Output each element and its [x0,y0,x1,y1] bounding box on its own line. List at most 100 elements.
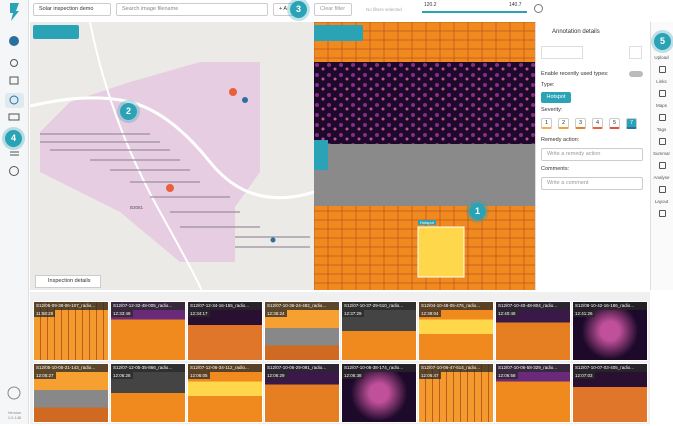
thumbnail[interactable]: S12/07-12-06-34-112_radio... 12:06:05 [187,363,263,423]
nav-label[interactable]: Tags [656,127,667,132]
thumbnail-name: S12/07-12-32-48-005_radio... [111,302,185,310]
thumbnail-time: 12:07:03 [573,372,595,379]
logo [10,3,19,21]
thumbnail-name: S12/04-10-48-05-476_radio... [419,302,493,310]
nav-icon[interactable] [659,162,666,169]
nav-icon[interactable] [8,113,20,121]
annotation-tools[interactable] [541,46,583,59]
thumbnail-name: S12/07-12-05-35-866_radio... [111,364,185,372]
thumbnail-name: S12/05-09-38-06-107_radio... [34,302,108,310]
thumbnail-time: 12:06:38 [342,372,364,379]
label: Comments: [541,166,570,172]
thumbnail[interactable]: S12/07-10-37-29-510_radio... 12:37:29 [341,301,417,361]
hotspot-box[interactable] [417,226,465,278]
thumbnail-time: 12:05:27 [34,372,56,379]
step-badge: 5 [654,33,671,50]
comments-input[interactable]: Write a comment [541,177,643,190]
thumbnail[interactable]: S12/07-12-32-48-005_radio... 12:33:48 [110,301,186,361]
nav-icon[interactable] [659,186,666,193]
thumbnail-time: 12:06:58 [496,372,518,379]
thumbnail[interactable]: S12/07-10-40-48-804_radio... 12:40:48 [495,301,571,361]
severity-button[interactable]: 7 [626,118,637,129]
help-icon[interactable] [534,4,543,13]
step-badge: 1 [469,203,486,220]
thumbnail[interactable]: S12/07-10-07-03-405_radio... 12:07:03 [572,363,648,423]
thumbnail[interactable]: S12/05-09-38-06-107_radio... 11:58:29 [33,301,109,361]
thumbnail-name: S12/07-10-37-29-510_radio... [342,302,416,310]
thumbnail[interactable]: S12/05-10-05-21-143_radio... 12:05:27 [33,363,109,423]
nav-icon[interactable] [9,76,19,85]
panel-rows [40,133,310,248]
power-icon[interactable] [7,386,21,400]
nav-label[interactable]: Maps [655,103,667,108]
image-marker[interactable] [242,97,248,103]
thumbnail[interactable]: S12/07-12-05-35-866_radio... 12:06:28 [110,363,186,423]
nav-icon[interactable] [10,59,18,67]
severity-button[interactable]: 4 [592,118,603,129]
nav-icon[interactable] [659,114,666,121]
annotation-panel: Annotation details Enable recently used … [535,22,650,290]
thumbnail-name: S12/07-10-06-47-514_radio... [419,364,493,372]
nav-icon[interactable] [659,66,666,73]
thumbnail-name: S12/07-12-06-34-112_radio... [188,364,262,372]
thumbnail[interactable]: S12/07-10-06-58-329_radio... 12:06:58 [495,363,571,423]
severity-button[interactable]: 2 [558,118,569,129]
thumbnail[interactable]: S12/07-10-36-24-482_radio... 12:36:24 [264,301,340,361]
range-slider[interactable] [422,11,527,13]
severity-button[interactable]: 1 [541,118,552,129]
site-area [40,62,260,262]
nav-icon[interactable] [9,166,19,176]
thermal-view: Hotspot [314,22,535,290]
nav-label[interactable]: Layout [654,199,669,204]
road [30,96,314,200]
image-marker[interactable] [270,237,276,243]
label: Type: [541,82,555,88]
nav-label[interactable]: Analyse [653,175,670,180]
image-tools[interactable] [314,25,363,41]
thumbnail[interactable]: S12/04-10-48-05-476_radio... 12:38:04 [418,301,494,361]
thumbnail[interactable]: S12/07-10-06-38-174_radio... 12:06:38 [341,363,417,423]
panel-title: Annotation details [552,29,600,35]
thumbnail[interactable]: S12/07-10-06-29-091_radio... 12:06:29 [264,363,340,423]
thumbnail-name: S12/05-10-05-21-143_radio... [34,364,108,372]
cluster-marker[interactable] [229,88,237,96]
thumbnail[interactable]: S12/08-10-42-16-186_radio... 12:41:26 [572,301,648,361]
thumbnail-name: S12/08-10-42-16-186_radio... [573,302,647,310]
left-sidebar: Version 1.0.148 [0,0,29,424]
nav-active[interactable] [5,93,24,108]
delete-button[interactable] [629,46,642,59]
sidebar-icons [5,3,24,400]
toggle[interactable] [629,71,643,77]
map-tools[interactable] [33,25,79,39]
thumbnail-name: S12/07-10-40-48-804_radio... [496,302,570,310]
range-max: 140.7 [509,2,522,8]
thumbnail[interactable]: S12/07-10-06-47-514_radio... 12:06:47 [418,363,494,423]
thermal-image [314,22,535,290]
nav-icon[interactable] [9,36,19,46]
cluster-marker[interactable] [166,184,174,192]
remedy-input[interactable]: Write a remedy action [541,148,643,161]
project-select[interactable]: Solar inspection demo [33,3,111,16]
thumbnail-time: 12:37:29 [342,310,364,317]
inspection-details-button[interactable]: Inspection details [35,275,101,288]
thumbnail-strip: S12/05-09-38-06-107_radio... 11:58:29 S12/… [30,292,650,424]
search-input[interactable]: Search image filename [116,3,268,16]
nav-label[interactable]: Upload [654,55,669,60]
clear-filter[interactable]: Clear filter [314,3,352,16]
nav-label[interactable]: Links [656,79,667,84]
severity-button[interactable]: 3 [575,118,586,129]
thumbnail-time: 11:58:29 [34,310,56,317]
thumbnail-name: S12/07-12-34-16-155_radio... [188,302,262,310]
nav-icon[interactable] [9,95,19,105]
thumbnail[interactable]: S12/07-12-34-16-155_radio... 12:34:17 [187,301,263,361]
nav-icon[interactable] [659,210,666,217]
filter-status: No filters selected [366,7,402,12]
collapse-handle[interactable] [314,140,328,170]
nav-icon[interactable] [659,90,666,97]
severity-button[interactable]: 5 [609,118,620,129]
step-badge: 3 [290,1,307,18]
nav-icon[interactable] [659,138,666,145]
nav-label[interactable]: Summar [652,151,670,156]
type-button[interactable]: Hotspot [541,92,571,103]
